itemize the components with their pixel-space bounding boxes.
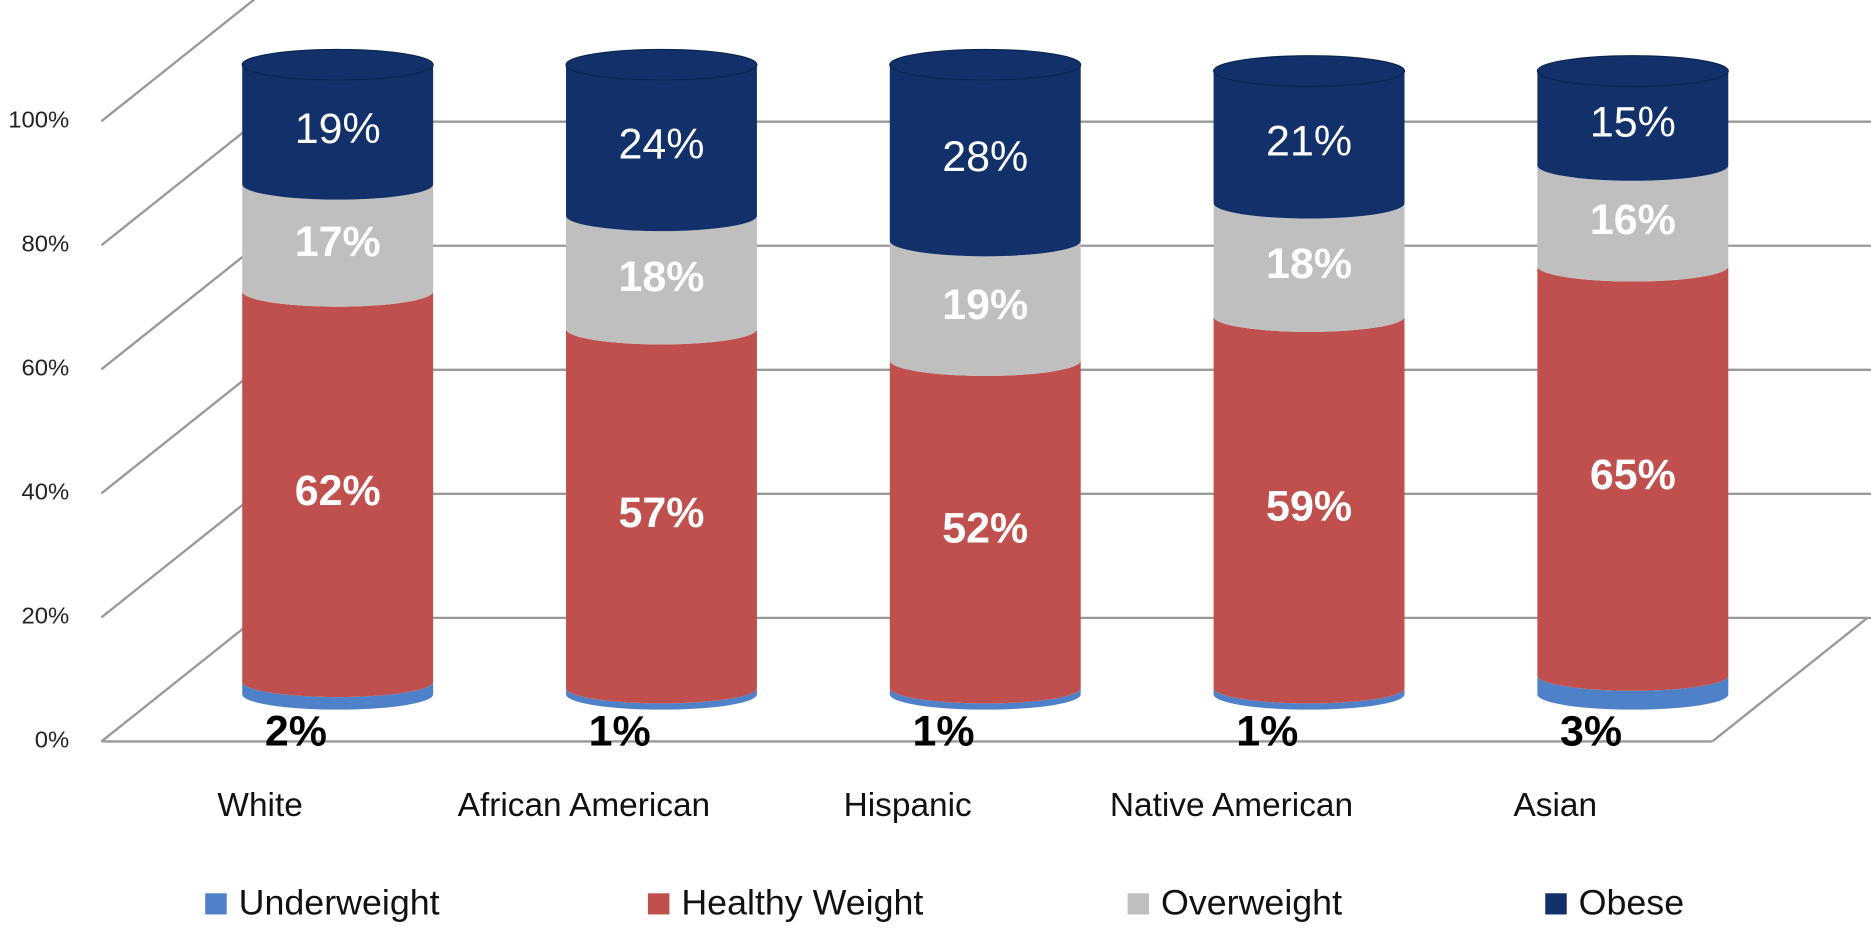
- grid-line: [100, 120, 258, 247]
- legend-swatch: [205, 893, 227, 915]
- floor-edge: [1711, 616, 1869, 743]
- y-tick-label: 40%: [21, 480, 69, 506]
- y-tick-label: 80%: [21, 232, 69, 258]
- y-tick-label: 60%: [21, 356, 69, 382]
- bar-cap: [241, 48, 434, 81]
- legend-label: Obese: [1579, 883, 1684, 923]
- data-label: 28%: [942, 133, 1028, 181]
- data-label: 19%: [295, 105, 381, 153]
- bar-segment: [566, 688, 757, 710]
- data-label: 1%: [1236, 708, 1298, 756]
- data-label: 52%: [942, 505, 1028, 553]
- legend-label: Healthy Weight: [681, 883, 923, 923]
- legend-swatch: [1127, 893, 1150, 915]
- data-label: 16%: [1590, 196, 1676, 244]
- data-label: 17%: [295, 218, 381, 266]
- x-tick-label: White: [217, 787, 302, 824]
- bar-segment: [1537, 266, 1729, 691]
- data-label: 59%: [1266, 483, 1352, 531]
- data-label: 15%: [1590, 99, 1676, 147]
- x-tick-label: Native American: [1110, 787, 1353, 824]
- y-tick-label: 100%: [8, 108, 69, 134]
- data-label: 1%: [589, 708, 651, 756]
- data-label: 19%: [942, 281, 1028, 329]
- x-tick-label: Asian: [1513, 787, 1597, 824]
- bar-cap: [565, 48, 758, 81]
- bar-cap: [1536, 55, 1729, 87]
- bar-segment: [1537, 165, 1729, 282]
- bar-segment: [1213, 316, 1405, 704]
- grid-line: [100, 244, 258, 371]
- grid-line: [100, 492, 258, 619]
- legend-label: Overweight: [1161, 883, 1342, 923]
- bar-segment: [889, 360, 1081, 704]
- data-label: 18%: [618, 253, 704, 301]
- data-label: 3%: [1560, 708, 1622, 756]
- legend-label: Underweight: [239, 883, 440, 923]
- bar-segment: [242, 64, 434, 200]
- bar-segment: [889, 241, 1081, 376]
- data-label: 24%: [618, 121, 704, 169]
- y-tick-label: 0%: [35, 728, 69, 754]
- data-label: 1%: [912, 708, 974, 756]
- bar-segment: [242, 184, 434, 307]
- bar-segment: [566, 64, 757, 232]
- bar-segment: [1537, 71, 1729, 181]
- bar-segment: [566, 329, 757, 704]
- bar-segment: [889, 64, 1081, 257]
- grid-line: [100, 0, 256, 123]
- bar-cap: [1212, 55, 1406, 87]
- x-tick-label: Hispanic: [844, 787, 972, 824]
- legend-swatch: [1545, 893, 1567, 915]
- bar-cap: [889, 48, 1082, 81]
- bar-segment: [889, 688, 1081, 710]
- bar-segment: [566, 215, 757, 345]
- data-label: 62%: [295, 467, 381, 515]
- data-label: 57%: [618, 489, 704, 537]
- bar-segment: [1213, 688, 1405, 710]
- bar-segment: [1213, 71, 1405, 219]
- x-tick-label: African American: [458, 787, 710, 824]
- bar-segment: [1537, 675, 1729, 710]
- bar-segment: [242, 681, 434, 710]
- data-label: 18%: [1266, 240, 1352, 288]
- bar-segment: [242, 291, 434, 698]
- y-tick-label: 20%: [21, 604, 69, 630]
- bar-segment: [1213, 203, 1405, 332]
- data-label: 2%: [265, 708, 327, 756]
- data-label: 21%: [1266, 118, 1352, 166]
- grid-line: [100, 616, 258, 743]
- grid-line: [100, 368, 258, 495]
- legend-swatch: [647, 893, 670, 915]
- data-label: 65%: [1590, 451, 1676, 499]
